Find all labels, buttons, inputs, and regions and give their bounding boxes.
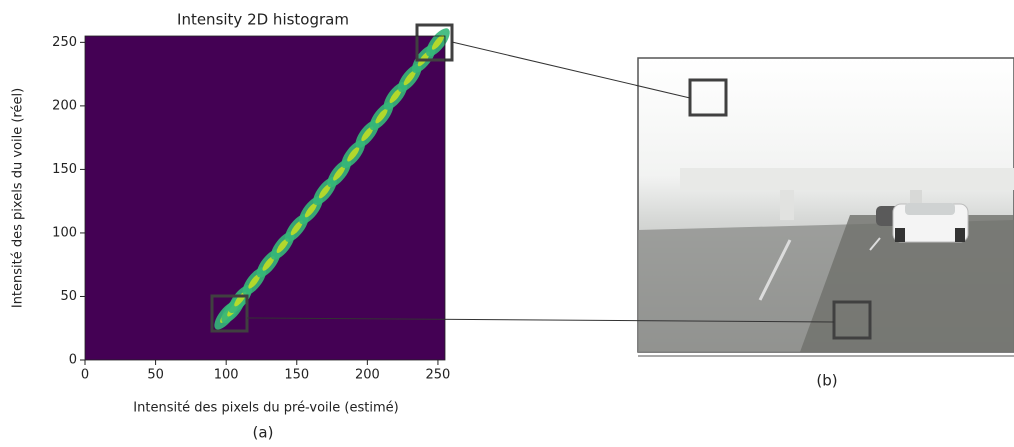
heatmap-background [85,36,445,360]
y-tick-label: 100 [52,225,77,240]
plot-area [85,25,454,360]
y-tick-label: 200 [52,98,77,113]
photo [638,58,1014,356]
x-tick-label: 0 [81,368,89,383]
x-tick-label: 200 [355,368,380,383]
x-axis-label: Intensité des pixels du pré-voile (estim… [133,401,398,416]
panel-label: (a) [253,424,274,442]
y-tick-label: 50 [60,289,77,304]
x-tick-label: 100 [214,368,239,383]
y-tick-label: 0 [69,353,77,368]
figure: Intensity 2D histogram Intensité des pix… [0,0,1014,443]
chart-title: Intensity 2D histogram [177,11,349,29]
x-tick-label: 250 [426,368,451,383]
y-tick-label: 250 [52,35,77,50]
y-axis-label: Intensité des pixels du voile (réel) [11,88,26,308]
x-tick-label: 50 [147,368,164,383]
x-tick-label: 150 [284,368,309,383]
y-tick-label: 150 [52,162,77,177]
panel-label: (b) [816,372,837,390]
